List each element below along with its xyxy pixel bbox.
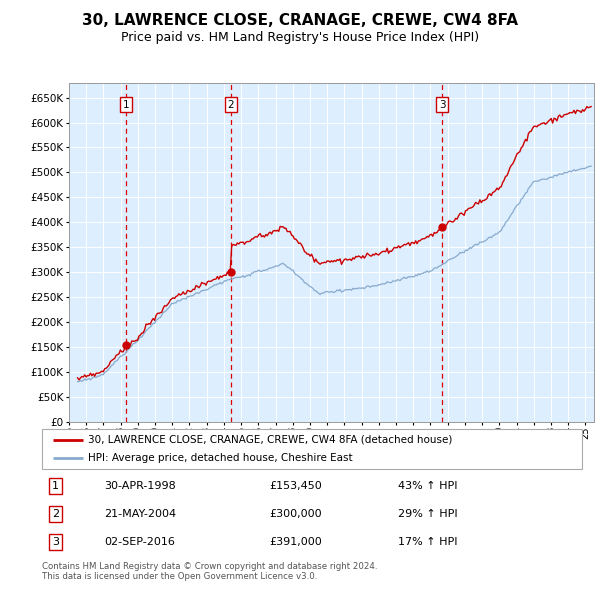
Text: £300,000: £300,000: [269, 509, 322, 519]
Text: 2: 2: [52, 509, 59, 519]
Text: 17% ↑ HPI: 17% ↑ HPI: [398, 537, 458, 547]
Text: 02-SEP-2016: 02-SEP-2016: [104, 537, 175, 547]
Text: HPI: Average price, detached house, Cheshire East: HPI: Average price, detached house, Ches…: [88, 453, 353, 463]
Text: 1: 1: [123, 100, 130, 110]
FancyBboxPatch shape: [42, 429, 582, 469]
Text: £391,000: £391,000: [269, 537, 322, 547]
Text: 30, LAWRENCE CLOSE, CRANAGE, CREWE, CW4 8FA (detached house): 30, LAWRENCE CLOSE, CRANAGE, CREWE, CW4 …: [88, 435, 452, 445]
Text: 30-APR-1998: 30-APR-1998: [104, 481, 176, 491]
Text: 21-MAY-2004: 21-MAY-2004: [104, 509, 176, 519]
Text: 43% ↑ HPI: 43% ↑ HPI: [398, 481, 458, 491]
Text: 3: 3: [52, 537, 59, 547]
Text: Contains HM Land Registry data © Crown copyright and database right 2024.
This d: Contains HM Land Registry data © Crown c…: [42, 562, 377, 581]
Text: 1: 1: [52, 481, 59, 491]
Text: 3: 3: [439, 100, 445, 110]
Text: 29% ↑ HPI: 29% ↑ HPI: [398, 509, 458, 519]
Text: Price paid vs. HM Land Registry's House Price Index (HPI): Price paid vs. HM Land Registry's House …: [121, 31, 479, 44]
Text: 2: 2: [227, 100, 234, 110]
Text: 30, LAWRENCE CLOSE, CRANAGE, CREWE, CW4 8FA: 30, LAWRENCE CLOSE, CRANAGE, CREWE, CW4 …: [82, 13, 518, 28]
Text: £153,450: £153,450: [269, 481, 322, 491]
